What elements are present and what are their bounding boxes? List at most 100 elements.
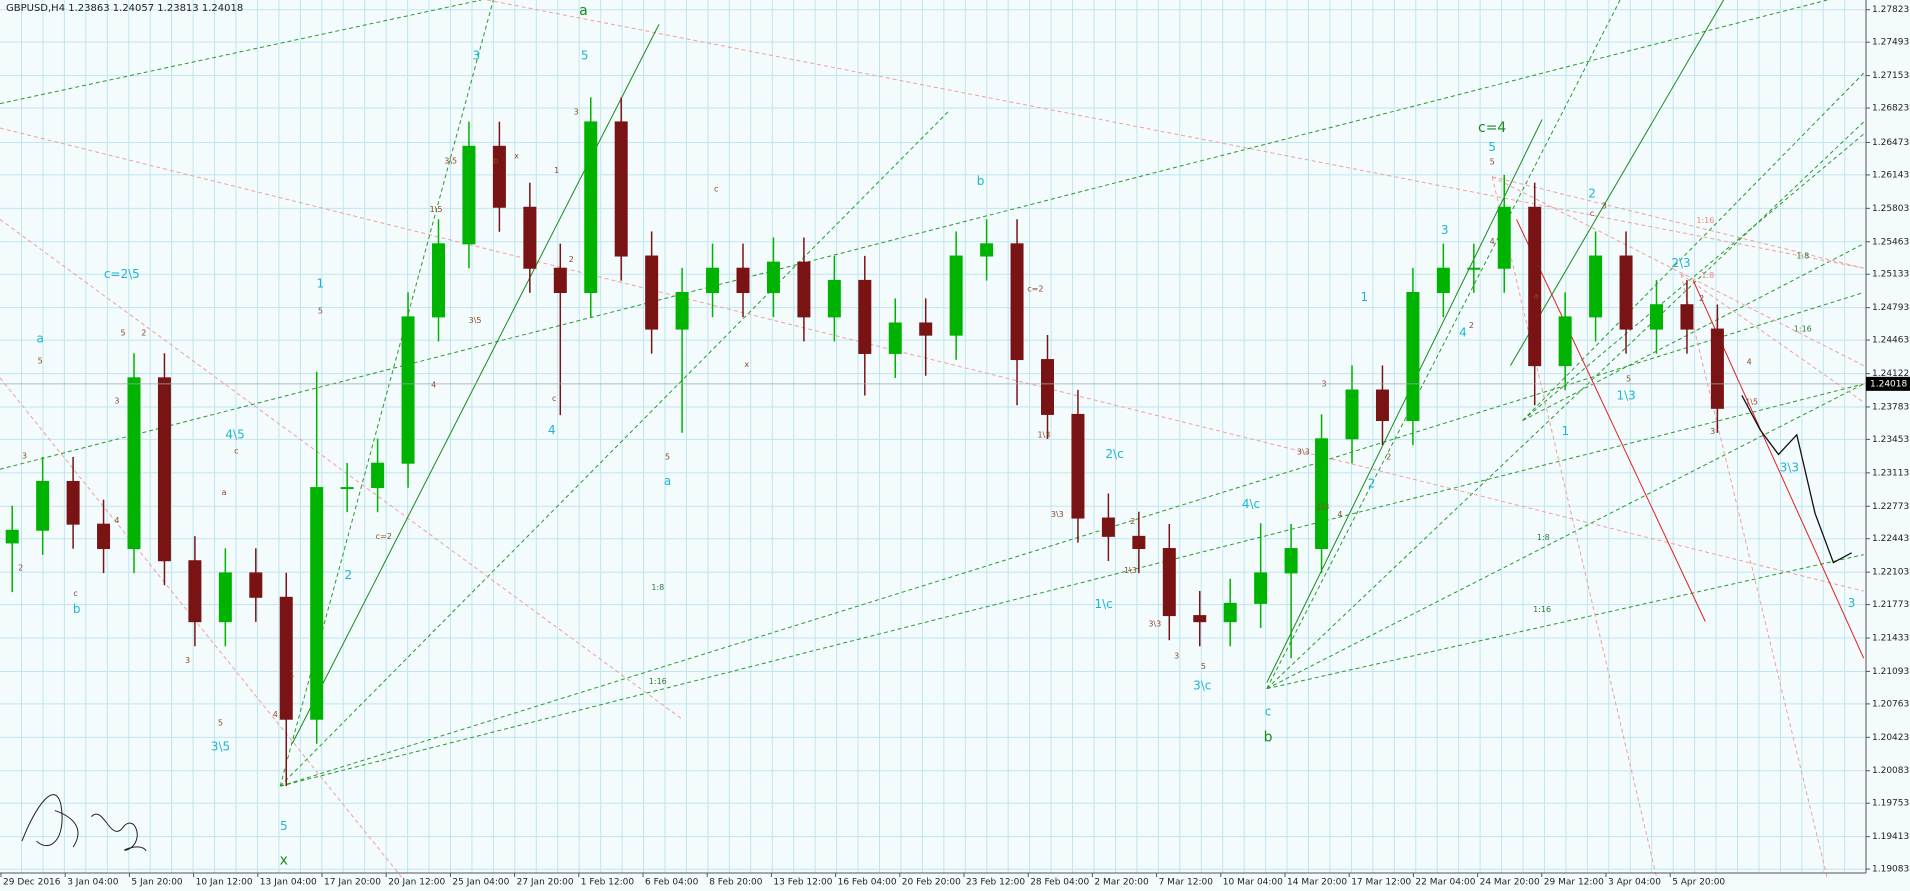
wave-label: 3\3	[1051, 510, 1064, 519]
trend-line	[1267, 555, 1864, 689]
wave-label: x	[514, 152, 519, 161]
y-tick-label: 1.27493	[1872, 38, 1909, 48]
wave-label: 1:16	[1533, 605, 1551, 614]
candle-body	[1375, 389, 1389, 422]
x-tick-label: 6 Feb 04:00	[645, 878, 699, 888]
candle-body	[66, 480, 80, 525]
wave-label: 3\3	[1148, 620, 1161, 629]
wave-label: 5	[318, 306, 323, 315]
wave-label: 4	[431, 381, 436, 390]
x-tick-label: 7 Mar 12:00	[1159, 878, 1214, 888]
y-tick-label: 1.25803	[1872, 204, 1909, 214]
wave-label: c	[234, 446, 238, 455]
candle-body	[1436, 267, 1450, 294]
wave-label: 4	[1459, 325, 1467, 339]
candle-body	[1528, 206, 1542, 367]
wave-label: a	[37, 331, 44, 345]
wave-label: c	[552, 394, 556, 403]
wave-label: 1	[554, 166, 559, 175]
candle-body	[1680, 304, 1694, 330]
wave-label: c=2	[1027, 284, 1043, 293]
candle-body	[310, 487, 324, 720]
candle-body	[1497, 206, 1511, 269]
candle-body	[218, 572, 232, 623]
wave-label: 4	[273, 710, 278, 719]
trend-line	[1681, 274, 1827, 877]
y-tick-label: 1.20763	[1872, 699, 1909, 709]
projection-line	[1741, 395, 1852, 564]
chart-title: GBPUSD,H4 1.23863 1.24057 1.23813 1.2401…	[6, 3, 243, 14]
wave-label: 2	[1469, 321, 1474, 330]
x-tick-label: 22 Mar 04:00	[1415, 878, 1475, 888]
candle-body	[1010, 243, 1024, 361]
y-tick-label: 1.22443	[1872, 534, 1909, 544]
y-tick-label: 1.25133	[1872, 270, 1909, 280]
y-tick-label: 1.27153	[1872, 71, 1909, 81]
trend-line	[1510, 0, 1723, 366]
y-tick-label: 1.23113	[1872, 468, 1909, 478]
wave-label: b	[493, 156, 498, 165]
wave-label: 1	[1561, 424, 1569, 438]
candle-body	[1650, 304, 1663, 330]
wave-label: 3	[1441, 223, 1449, 237]
candle-body	[736, 267, 750, 294]
trend-line	[1492, 177, 1864, 268]
trend-line	[1523, 244, 1864, 421]
wave-label: 3\3	[1780, 461, 1799, 475]
wave-label: 3	[1710, 427, 1715, 436]
candle-body	[1284, 548, 1298, 574]
x-tick-label: 20 Jan 12:00	[388, 878, 445, 888]
wave-label: 1:16	[1696, 216, 1714, 225]
grid	[0, 0, 1866, 873]
x-tick-label: 2 Mar 20:00	[1094, 878, 1149, 888]
wave-label: 5	[1490, 158, 1495, 167]
wave-label: 1:16	[1794, 325, 1812, 334]
wave-label: 5	[218, 718, 223, 727]
candle-body	[1162, 548, 1176, 617]
y-tick-label: 1.26823	[1872, 104, 1909, 114]
wave-label: 5	[1626, 375, 1631, 384]
wave-label: 1:16	[649, 677, 667, 686]
trend-line	[0, 0, 481, 104]
candle-body	[980, 243, 994, 257]
y-tick-label: 1.19083	[1872, 865, 1909, 875]
y-tick-label: 1.21773	[1872, 600, 1909, 610]
wave-label: c=2\5	[104, 267, 140, 281]
wave-label: 1:8	[1701, 271, 1714, 280]
wave-label: 4	[114, 516, 119, 525]
wave-label: 2\3	[1671, 256, 1690, 270]
current-price-box	[1866, 376, 1910, 391]
x-tick-label: 10 Jan 12:00	[196, 878, 253, 888]
candle-body	[888, 322, 902, 354]
x-tick-label: 13 Feb 12:00	[773, 878, 832, 888]
y-tick-label: 1.26143	[1872, 170, 1909, 180]
candle-body	[766, 261, 780, 294]
x-tick-label: 23 Feb 12:00	[966, 878, 1025, 888]
wave-label: b	[1264, 729, 1273, 745]
candle-body	[645, 255, 659, 330]
price-axis-bg	[1866, 0, 1910, 891]
candle-body	[584, 121, 598, 294]
candle-body	[401, 316, 415, 464]
wave-label: 5	[38, 356, 43, 365]
wave-label: 1\5	[430, 205, 443, 214]
x-tick-label: 16 Feb 04:00	[838, 878, 897, 888]
wave-label: 2	[141, 328, 146, 337]
candle-body	[157, 377, 171, 562]
wave-label: c	[73, 589, 77, 598]
candle-body	[706, 267, 720, 294]
wave-label: 4	[1337, 510, 1342, 519]
x-tick-label: 17 Mar 12:00	[1351, 878, 1411, 888]
signature	[22, 795, 146, 851]
wave-label: a	[222, 488, 227, 497]
candle-body	[97, 523, 111, 550]
x-tick-label: 1 Feb 12:00	[581, 878, 635, 888]
wave-label: 3\c	[1193, 679, 1211, 693]
candles	[5, 97, 1852, 787]
wave-label: 1:8	[1796, 251, 1809, 260]
candle-body	[36, 480, 50, 531]
candle-body	[827, 279, 841, 318]
